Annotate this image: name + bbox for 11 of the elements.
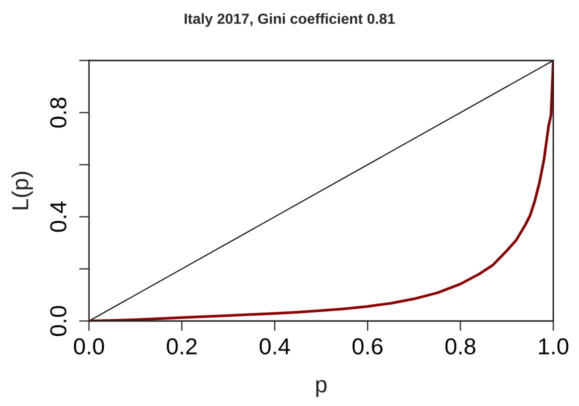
- x-tick-label: 0.4: [260, 338, 290, 354]
- y-tick-label: 0.4: [50, 202, 66, 232]
- x-tick-label: 0.2: [166, 338, 197, 354]
- x-tick-label: 0.6: [352, 338, 383, 354]
- x-axis-title: p: [316, 380, 327, 398]
- y-axis-title: L(p): [12, 172, 33, 210]
- x-tick-label: 0.0: [74, 338, 104, 354]
- x-tick-label: 0.8: [445, 338, 476, 354]
- y-tick-label: 0.8: [50, 98, 66, 128]
- chart-title: Italy 2017, Gini coefficient 0.81: [184, 13, 395, 27]
- x-tick-label: 1.0: [539, 338, 568, 354]
